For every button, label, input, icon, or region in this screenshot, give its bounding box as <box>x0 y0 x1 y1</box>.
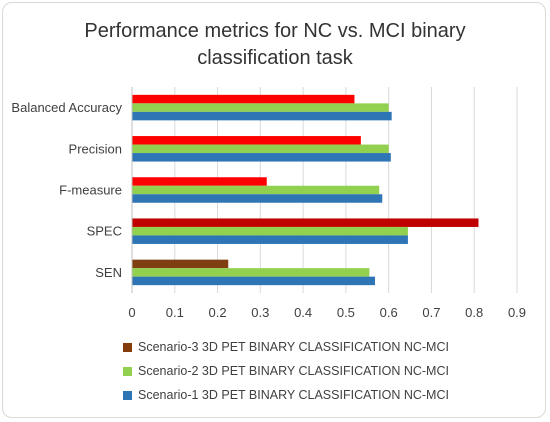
chart-title: Performance metrics for NC vs. MCI binar… <box>0 18 550 72</box>
chart-legend: Scenario-3 3D PET BINARY CLASSIFICATION … <box>123 335 449 407</box>
y-category-label: F-measure <box>59 183 122 198</box>
legend-item-scenario-2: Scenario-2 3D PET BINARY CLASSIFICATION … <box>123 359 449 383</box>
legend-item-scenario-1: Scenario-1 3D PET BINARY CLASSIFICATION … <box>123 383 449 407</box>
legend-label-scenario-3: Scenario-3 3D PET BINARY CLASSIFICATION … <box>138 340 449 354</box>
x-tick-label: 0.4 <box>294 305 312 320</box>
legend-label-scenario-1: Scenario-1 3D PET BINARY CLASSIFICATION … <box>138 388 449 402</box>
x-tick-label: 0.9 <box>508 305 526 320</box>
legend-item-scenario-3: Scenario-3 3D PET BINARY CLASSIFICATION … <box>123 335 449 359</box>
bar-f-measure-series-0 <box>132 177 267 186</box>
y-category-label: Precision <box>69 141 122 156</box>
legend-label-scenario-2: Scenario-2 3D PET BINARY CLASSIFICATION … <box>138 364 449 378</box>
bar-precision-series-0 <box>132 136 361 145</box>
x-tick-label: 0.7 <box>422 305 440 320</box>
chart-title-line-2: classification task <box>197 47 353 69</box>
bar-precision-series-1 <box>132 144 389 154</box>
bar-spec-series-2 <box>132 235 408 244</box>
chart-frame <box>2 2 546 418</box>
legend-swatch-scenario-1 <box>123 390 132 400</box>
bar-sen-series-2 <box>132 276 375 286</box>
bar-precision-series-2 <box>132 153 391 162</box>
chart-title-line-1: Performance metrics for NC vs. MCI binar… <box>84 20 466 42</box>
bar-f-measure-series-2 <box>132 194 383 203</box>
bar-balanced-accuracy-series-0 <box>132 94 355 104</box>
x-tick-label: 0.3 <box>251 305 269 320</box>
legend-swatch-scenario-3 <box>123 342 132 352</box>
legend-swatch-scenario-2 <box>123 366 132 376</box>
bar-spec-series-1 <box>132 226 408 236</box>
bar-sen-series-1 <box>132 268 370 277</box>
bar-balanced-accuracy-series-2 <box>132 111 392 121</box>
x-tick-label: 0.8 <box>465 305 483 320</box>
x-tick-label: 0.1 <box>166 305 184 320</box>
x-tick-label: 0 <box>128 305 135 320</box>
bar-spec-series-0 <box>132 218 479 227</box>
bar-sen-series-0 <box>132 259 229 269</box>
y-category-label: SPEC <box>87 224 122 239</box>
bar-balanced-accuracy-series-1 <box>132 103 389 112</box>
x-tick-label: 0.5 <box>337 305 355 320</box>
bar-f-measure-series-1 <box>132 185 380 195</box>
x-tick-label: 0.6 <box>380 305 398 320</box>
x-tick-label: 0.2 <box>209 305 227 320</box>
y-category-label: SEN <box>95 265 122 280</box>
y-category-label: Balanced Accuracy <box>11 100 122 115</box>
